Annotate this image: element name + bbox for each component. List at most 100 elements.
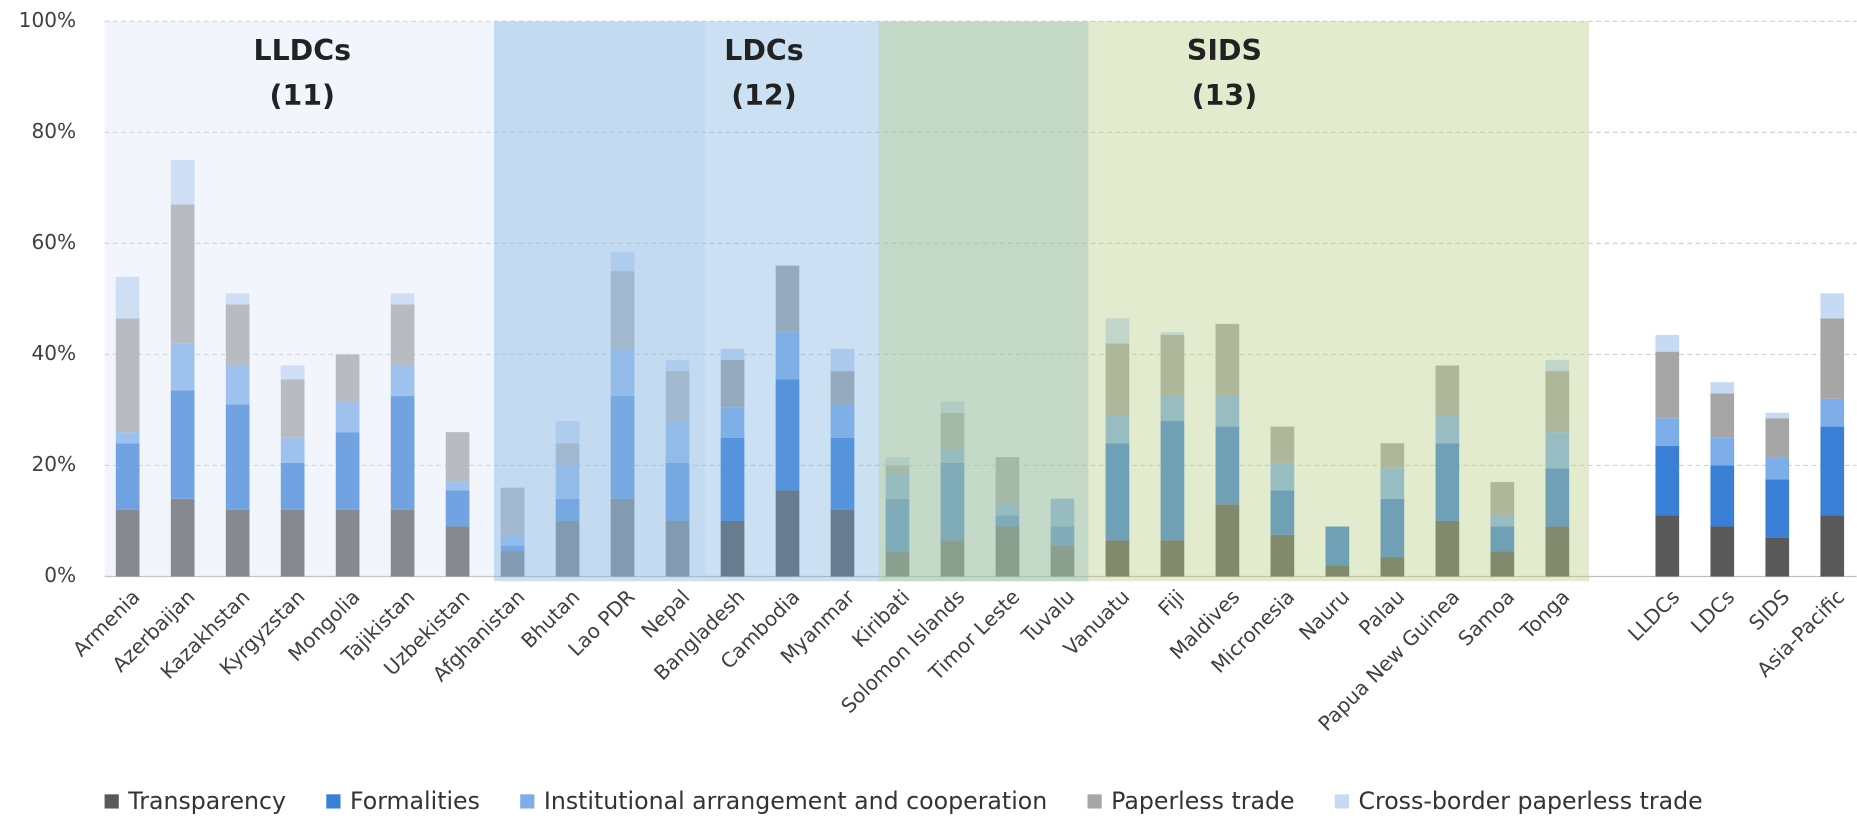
bar-segment <box>1105 318 1130 344</box>
bar-segment <box>775 265 800 333</box>
bar-segment <box>1655 418 1680 447</box>
bar-segment <box>720 407 745 438</box>
group-label: SIDS <box>1187 34 1262 67</box>
bar-segment <box>610 348 635 397</box>
bar-segment <box>170 204 195 344</box>
bar-segment <box>1380 468 1405 499</box>
bar-segment <box>445 482 470 491</box>
bar-segment <box>1545 359 1570 372</box>
group-count: (13) <box>1192 79 1258 112</box>
bar-segment <box>1710 526 1735 577</box>
bar-segment <box>115 509 140 577</box>
bar-segment <box>1490 482 1515 516</box>
bar-segment <box>885 457 910 466</box>
bar-segment <box>775 379 800 491</box>
bar-segment <box>1655 334 1680 352</box>
bar-segment <box>1160 396 1185 422</box>
bar-segment <box>1545 432 1570 469</box>
bar-segment <box>830 348 855 372</box>
bar-segment <box>720 359 745 408</box>
bar-segment <box>1270 490 1295 535</box>
bar-segment <box>1820 515 1845 577</box>
bar-segment <box>1325 526 1350 566</box>
bar-segment <box>1160 332 1185 335</box>
bar-segment <box>720 520 745 577</box>
legend-label: Cross-border paperless trade <box>1358 787 1702 815</box>
bar-segment <box>885 465 910 474</box>
bar-segment <box>500 551 525 577</box>
bar-segment <box>720 348 745 360</box>
bar-segment <box>1160 421 1185 541</box>
x-tick-label: LLDCs <box>1623 585 1684 646</box>
bar-segment <box>1765 412 1790 419</box>
bar-segment <box>1270 534 1295 577</box>
bar-segment <box>445 490 470 527</box>
bar-segment <box>610 271 635 349</box>
bar-segment <box>555 443 580 466</box>
bar-segment <box>500 487 525 535</box>
bar-segment <box>390 365 415 397</box>
bar-segment <box>665 359 690 372</box>
bar-segment <box>1820 398 1845 427</box>
bar-segment <box>885 551 910 577</box>
bar-segment <box>610 498 635 577</box>
bar-segment <box>1710 437 1735 466</box>
bar-segment <box>1490 551 1515 577</box>
bar-segment <box>225 509 250 577</box>
bar-segment <box>1655 351 1680 419</box>
y-tick-label: 60% <box>31 230 76 254</box>
bar-segment <box>1710 393 1735 438</box>
x-tick-label: LDCs <box>1686 585 1739 638</box>
bar-segment <box>1710 382 1735 394</box>
bar-segment <box>665 371 690 422</box>
group-count: (12) <box>731 79 797 112</box>
bar-segment <box>1380 443 1405 469</box>
bar-segment <box>1160 334 1185 397</box>
bar-segment <box>115 276 140 319</box>
x-tick-label: Fiji <box>1153 585 1189 621</box>
bar-segment <box>1105 415 1130 444</box>
bar-segment <box>1050 545 1075 577</box>
bar-segment <box>1490 526 1515 552</box>
bar-segment <box>1435 443 1460 521</box>
bar-segment <box>335 401 360 433</box>
group-region <box>878 21 1590 582</box>
bar-segment <box>335 354 360 402</box>
bar-segment <box>885 473 910 499</box>
bar-segment <box>830 509 855 577</box>
bar-segment <box>1765 479 1790 538</box>
bar-segment <box>940 462 965 541</box>
bar-segment <box>115 432 140 444</box>
bar-segment <box>1380 557 1405 577</box>
bar-segment <box>940 448 965 463</box>
bar-segment <box>445 526 470 577</box>
bar-segment <box>1105 343 1130 416</box>
x-tick-label: Tonga <box>1515 585 1574 644</box>
bar-segment <box>995 457 1020 505</box>
bar-segment <box>225 293 250 305</box>
legend-label: Institutional arrangement and cooperatio… <box>544 787 1047 815</box>
y-tick-label: 40% <box>31 341 76 365</box>
y-tick-label: 100% <box>19 8 77 32</box>
bar-segment <box>610 396 635 499</box>
bar-segment <box>1270 462 1295 491</box>
bar-segment <box>1050 498 1075 527</box>
group-region <box>104 21 705 577</box>
legend-swatch <box>1334 794 1350 809</box>
bar-segment <box>610 251 635 272</box>
bar-segment <box>1655 515 1680 577</box>
bar-segment <box>1545 526 1570 577</box>
bar-segment <box>1765 457 1790 480</box>
bar-segment <box>995 504 1020 516</box>
legend-label: Formalities <box>350 787 480 815</box>
bar-segment <box>555 421 580 444</box>
bar-segment <box>500 545 525 552</box>
bar-segment <box>1655 446 1680 516</box>
bar-segment <box>280 509 305 577</box>
bar-segment <box>1160 540 1185 577</box>
bar-segment <box>170 498 195 577</box>
group-count: (11) <box>270 79 335 112</box>
bar-segment <box>335 432 360 510</box>
y-tick-label: 20% <box>31 452 76 476</box>
